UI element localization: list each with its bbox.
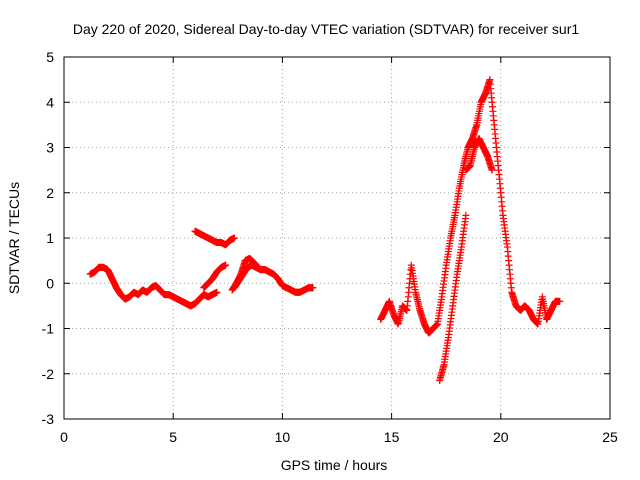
series-segment-7 <box>436 211 470 385</box>
y-tick-label: 2 <box>46 185 54 201</box>
series-segment-6 <box>377 76 564 337</box>
data-point <box>222 261 230 269</box>
y-tick-label: -2 <box>42 366 55 382</box>
data-point <box>309 284 317 292</box>
y-tick-label: -1 <box>42 321 55 337</box>
x-axis-label: GPS time / hours <box>281 457 388 473</box>
grid-layer <box>64 57 610 419</box>
y-tick-label: -3 <box>42 411 55 427</box>
tick-layer: 0 5 10 15 20 25 -3 -2 -1 0 1 2 3 4 5 <box>42 49 618 445</box>
data-point <box>462 211 470 219</box>
data-point <box>556 297 564 305</box>
x-tick-label: 15 <box>384 429 400 445</box>
chart-title: Day 220 of 2020, Sidereal Day-to-day VTE… <box>73 21 579 37</box>
data-point <box>254 263 262 271</box>
x-tick-label: 0 <box>60 429 68 445</box>
y-tick-label: 3 <box>46 140 54 156</box>
series-segment-3 <box>200 261 230 292</box>
series-segment-4 <box>230 261 317 296</box>
x-tick-label: 20 <box>493 429 509 445</box>
series-segment-1 <box>86 263 221 310</box>
y-tick-label: 0 <box>46 275 54 291</box>
series-segment-2 <box>191 227 238 249</box>
y-tick-label: 1 <box>46 230 54 246</box>
data-point <box>230 234 238 242</box>
x-tick-label: 5 <box>169 429 177 445</box>
data-point <box>488 166 496 174</box>
y-tick-label: 4 <box>46 94 54 110</box>
x-tick-label: 10 <box>275 429 291 445</box>
data-point <box>213 288 221 296</box>
y-tick-label: 5 <box>46 49 54 65</box>
series-segment-5 <box>228 254 262 294</box>
x-tick-label: 25 <box>602 429 618 445</box>
data-layer <box>86 76 564 385</box>
y-axis-label: SDTVAR / TECUs <box>6 182 22 294</box>
series-segment-8 <box>462 134 496 174</box>
